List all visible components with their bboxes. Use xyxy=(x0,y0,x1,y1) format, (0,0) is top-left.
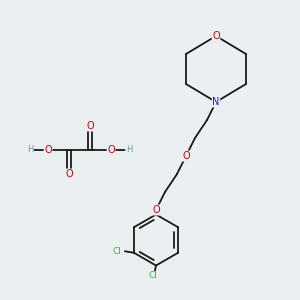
Text: H: H xyxy=(27,146,33,154)
Text: O: O xyxy=(44,145,52,155)
Text: O: O xyxy=(152,205,160,215)
Text: Cl: Cl xyxy=(112,247,121,256)
Text: N: N xyxy=(212,97,220,107)
Text: O: O xyxy=(86,121,94,131)
Text: O: O xyxy=(107,145,115,155)
Text: O: O xyxy=(65,169,73,179)
Text: O: O xyxy=(182,151,190,161)
Text: Cl: Cl xyxy=(148,272,158,280)
Text: H: H xyxy=(126,146,132,154)
Text: O: O xyxy=(212,31,220,41)
